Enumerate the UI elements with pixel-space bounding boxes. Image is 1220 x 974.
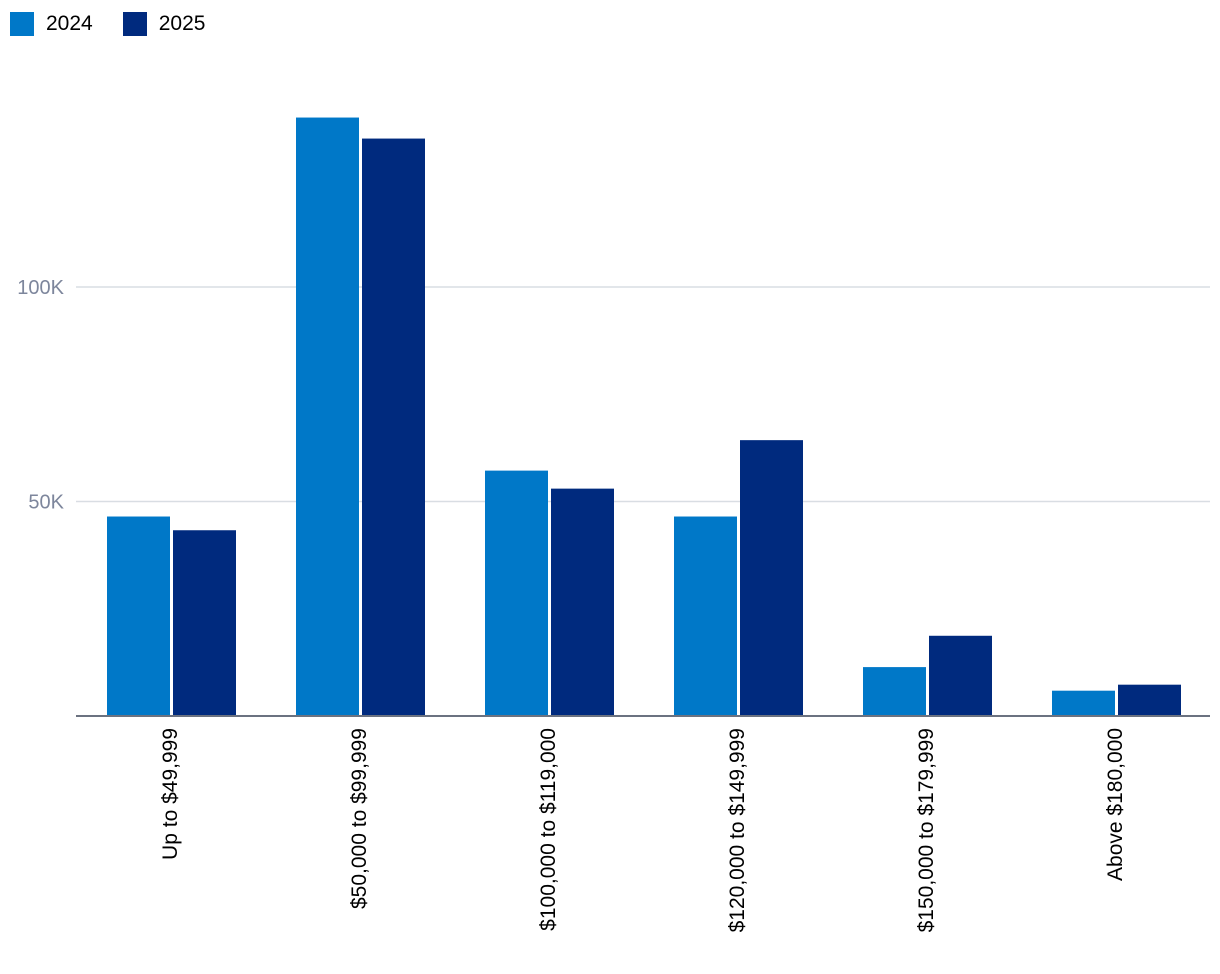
- bar-2025[interactable]: [173, 530, 236, 716]
- legend-item-2024[interactable]: 2024: [10, 12, 93, 36]
- bar-2025[interactable]: [929, 635, 992, 716]
- chart-legend: 2024 2025: [10, 10, 235, 38]
- y-tick-label: 100K: [17, 277, 64, 299]
- x-tick-label: Up to $49,999: [159, 728, 182, 860]
- bars: [107, 117, 1181, 717]
- bar-2024[interactable]: [296, 117, 359, 717]
- x-tick-label: Above $180,000: [1104, 728, 1127, 881]
- legend-swatch-2025: [122, 12, 147, 36]
- bar-2025[interactable]: [1118, 684, 1181, 716]
- legend-label-2024: 2024: [46, 12, 93, 35]
- bar-2024[interactable]: [1052, 690, 1115, 716]
- legend-item-2025[interactable]: 2025: [122, 12, 206, 36]
- x-tick-label: $150,000 to $179,999: [915, 728, 938, 932]
- y-tick-label: 50K: [28, 492, 64, 514]
- x-tick-label: $100,000 to $119,000: [537, 728, 560, 931]
- bar-2024[interactable]: [674, 516, 737, 716]
- x-tick-label: $50,000 to $99,999: [348, 728, 371, 909]
- bar-2024[interactable]: [863, 667, 926, 716]
- x-tick-label: $120,000 to $149,999: [726, 728, 749, 932]
- bar-2024[interactable]: [107, 516, 170, 716]
- category-labels: Up to $49,999 $50,000 to $99,999 $100,000 …: [159, 728, 1127, 932]
- bar-2025[interactable]: [551, 488, 614, 716]
- bar-2024[interactable]: [485, 470, 548, 716]
- bar-2025[interactable]: [740, 440, 803, 716]
- gridlines: 50K 100K: [17, 277, 1210, 514]
- bar-2025[interactable]: [362, 138, 425, 717]
- legend-swatch-2024: [10, 12, 34, 36]
- legend-label-2025: 2025: [158, 12, 206, 35]
